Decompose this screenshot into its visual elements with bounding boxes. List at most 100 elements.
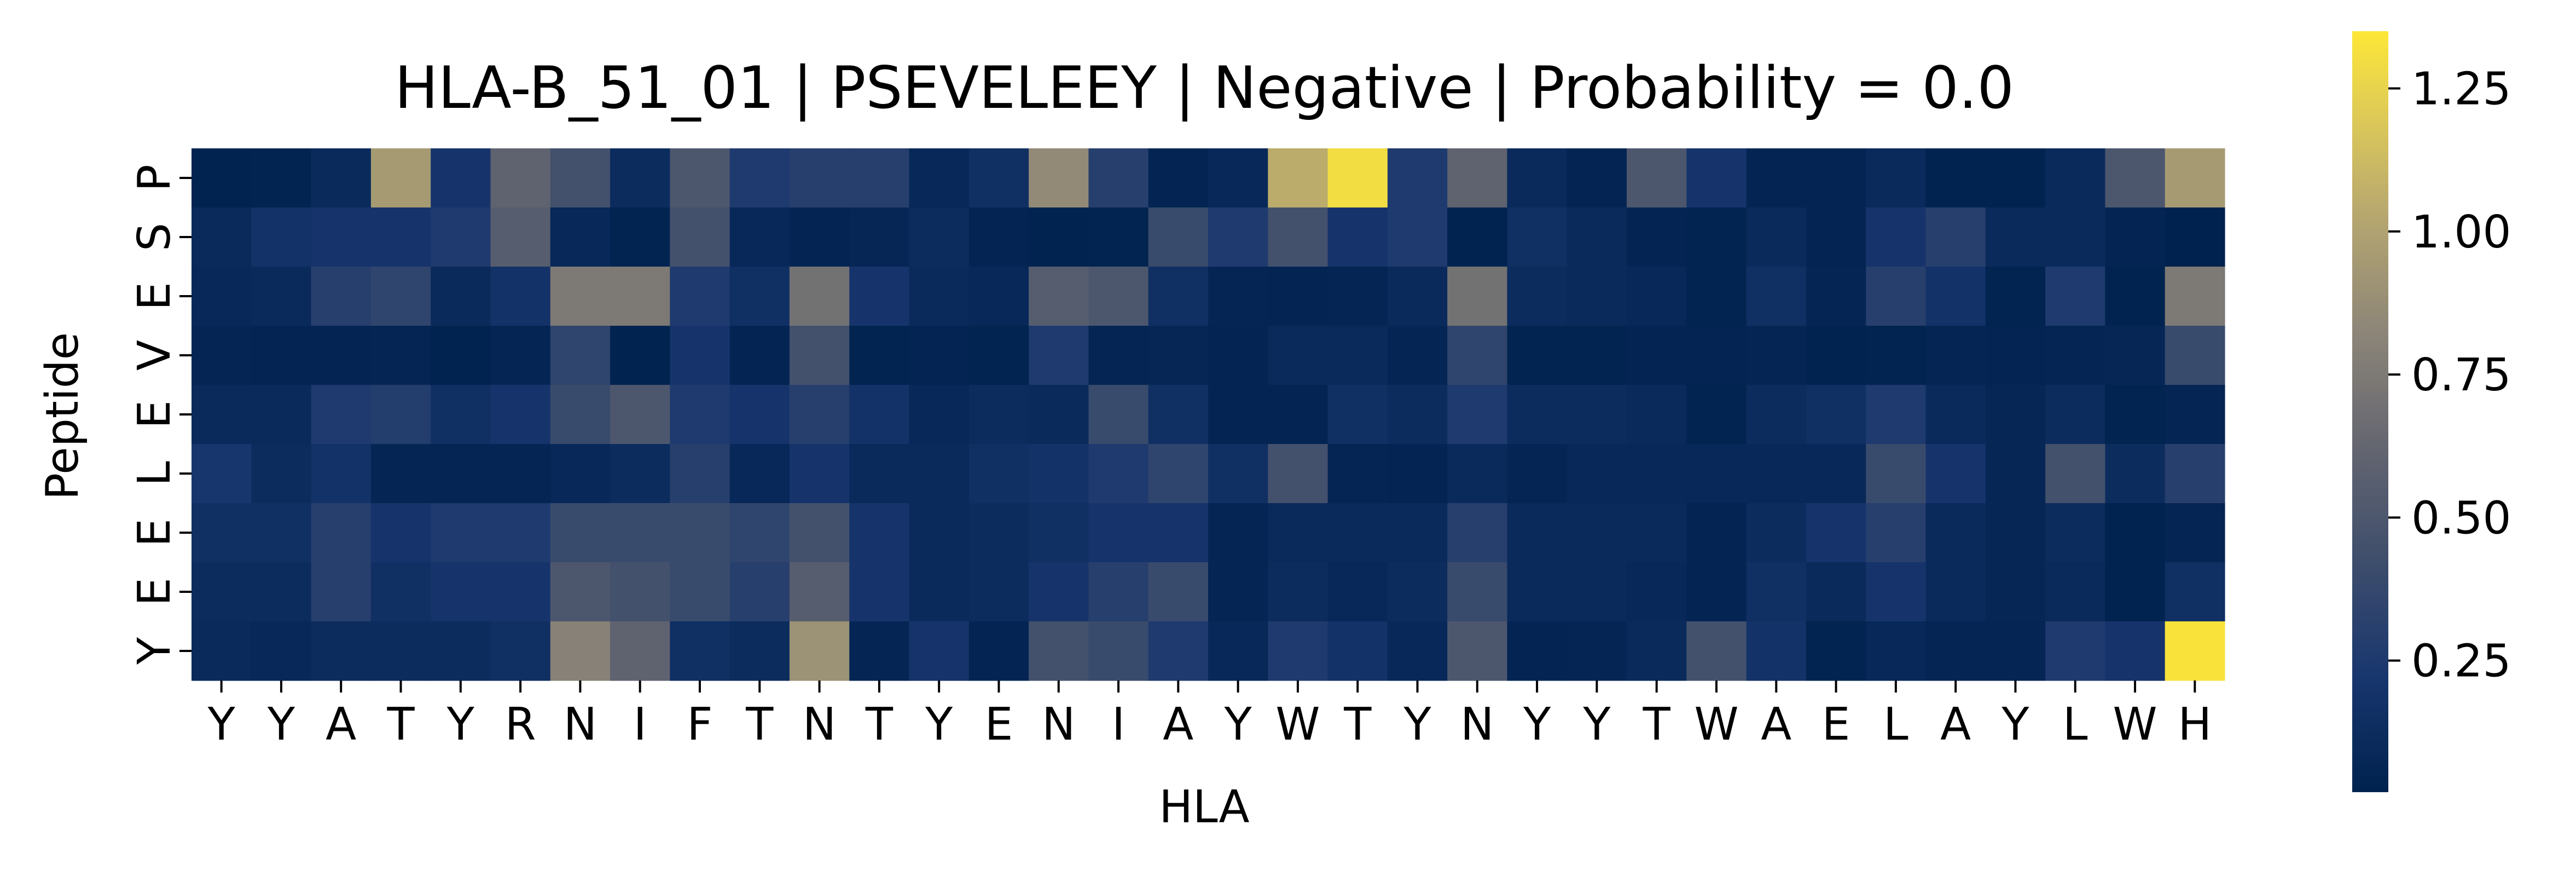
heatmap-cell — [2165, 326, 2225, 385]
heatmap-cell — [1866, 267, 1927, 326]
heatmap-cell — [1925, 385, 1986, 445]
x-tick-label: Y — [2001, 699, 2029, 751]
y-tick-label: Y — [129, 637, 181, 665]
heatmap-cell — [1686, 385, 1747, 445]
heatmap-cell — [849, 562, 910, 622]
heatmap-cell — [311, 562, 372, 622]
heatmap-cell — [1387, 267, 1448, 326]
x-tick-label: Y — [267, 699, 295, 751]
heatmap-cell — [1866, 326, 1927, 385]
heatmap-cell — [1387, 385, 1448, 445]
heatmap-cell — [1148, 148, 1209, 208]
heatmap-cell — [1507, 326, 1568, 385]
heatmap-cell — [1985, 267, 2046, 326]
heatmap-cell — [1985, 385, 2046, 445]
heatmap-cell — [1746, 562, 1807, 622]
heatmap-cell — [192, 267, 252, 326]
heatmap-cell — [789, 148, 850, 208]
heatmap-cell — [968, 385, 1029, 445]
heatmap-cell — [1985, 562, 2046, 622]
heatmap-cell — [311, 503, 372, 563]
heatmap-cell — [849, 207, 910, 267]
heatmap-cell — [610, 503, 670, 563]
heatmap-cell — [968, 503, 1029, 563]
heatmap-cell — [431, 267, 491, 326]
heatmap-cell — [670, 385, 730, 445]
x-tick-label: Y — [207, 699, 236, 751]
heatmap-cell — [1268, 326, 1328, 385]
x-tick-label: T — [745, 699, 774, 751]
heatmap-cell — [1507, 148, 1568, 208]
heatmap-cell — [729, 503, 790, 563]
heatmap-cell — [490, 503, 551, 563]
heatmap-cell — [370, 385, 431, 445]
heatmap-cell — [1567, 444, 1627, 504]
heatmap-cell — [1088, 326, 1149, 385]
heatmap-cell — [1268, 267, 1328, 326]
heatmap-cell — [968, 207, 1029, 267]
heatmap-cell — [550, 503, 611, 563]
x-tick-label: A — [1163, 699, 1193, 751]
x-tick-label: A — [1761, 699, 1791, 751]
heatmap-cell — [729, 267, 790, 326]
x-tick-label: I — [634, 699, 647, 751]
heatmap-cell — [1029, 267, 1089, 326]
heatmap-cell — [1985, 621, 2046, 681]
heatmap-cell — [1268, 148, 1328, 208]
heatmap-cell — [849, 621, 910, 681]
heatmap-cell — [789, 444, 850, 504]
heatmap-cell — [431, 503, 491, 563]
y-tick-label: E — [129, 400, 181, 429]
heatmap-cell — [2105, 621, 2166, 681]
colorbar-tick-label: 0.75 — [2411, 349, 2511, 401]
heatmap-cell — [370, 148, 431, 208]
heatmap-cell — [1627, 207, 1687, 267]
heatmap-cell — [610, 326, 670, 385]
y-tick-label: E — [129, 518, 181, 547]
heatmap-cell — [610, 562, 670, 622]
x-tick-label: L — [1883, 699, 1908, 751]
x-tick-label: Y — [925, 699, 953, 751]
heatmap-cell — [1029, 503, 1089, 563]
heatmap-cell — [2165, 621, 2225, 681]
heatmap-cell — [1208, 503, 1268, 563]
heatmap-cell — [1208, 148, 1268, 208]
heatmap-cell — [1746, 444, 1807, 504]
heatmap-cell — [1387, 207, 1448, 267]
heatmap-cell — [431, 444, 491, 504]
heatmap-cell — [1088, 148, 1149, 208]
heatmap-cell — [1806, 444, 1866, 504]
heatmap-cell — [1088, 385, 1149, 445]
heatmap-cell — [1866, 207, 1927, 267]
heatmap-cell — [1806, 148, 1866, 208]
heatmap-cell — [1925, 267, 1986, 326]
heatmap-cell — [2105, 326, 2166, 385]
heatmap-cell — [192, 444, 252, 504]
heatmap-cell — [968, 326, 1029, 385]
heatmap-cell — [550, 562, 611, 622]
heatmap-cell — [1627, 326, 1687, 385]
heatmap-cell — [1686, 207, 1747, 267]
heatmap-cell — [1088, 267, 1149, 326]
heatmap-cell — [1925, 562, 1986, 622]
heatmap-cell — [1866, 148, 1927, 208]
heatmap-cell — [192, 562, 252, 622]
heatmap-cell — [909, 444, 970, 504]
heatmap-cell — [729, 621, 790, 681]
heatmap-cell — [2105, 444, 2166, 504]
heatmap-cell — [1148, 562, 1209, 622]
heatmap-cell — [2045, 326, 2106, 385]
heatmap-cell — [251, 444, 312, 504]
heatmap-cell — [2165, 267, 2225, 326]
y-axis-label: Peptide — [37, 332, 89, 500]
heatmap-cell — [1925, 621, 1986, 681]
heatmap-cell — [968, 562, 1029, 622]
heatmap-cell — [729, 385, 790, 445]
heatmap-cell — [1029, 148, 1089, 208]
heatmap-cell — [251, 503, 312, 563]
heatmap-cell — [909, 385, 970, 445]
heatmap-cell — [490, 207, 551, 267]
heatmap-cell — [1029, 562, 1089, 622]
heatmap-cell — [1985, 148, 2046, 208]
heatmap-cell — [2045, 385, 2106, 445]
